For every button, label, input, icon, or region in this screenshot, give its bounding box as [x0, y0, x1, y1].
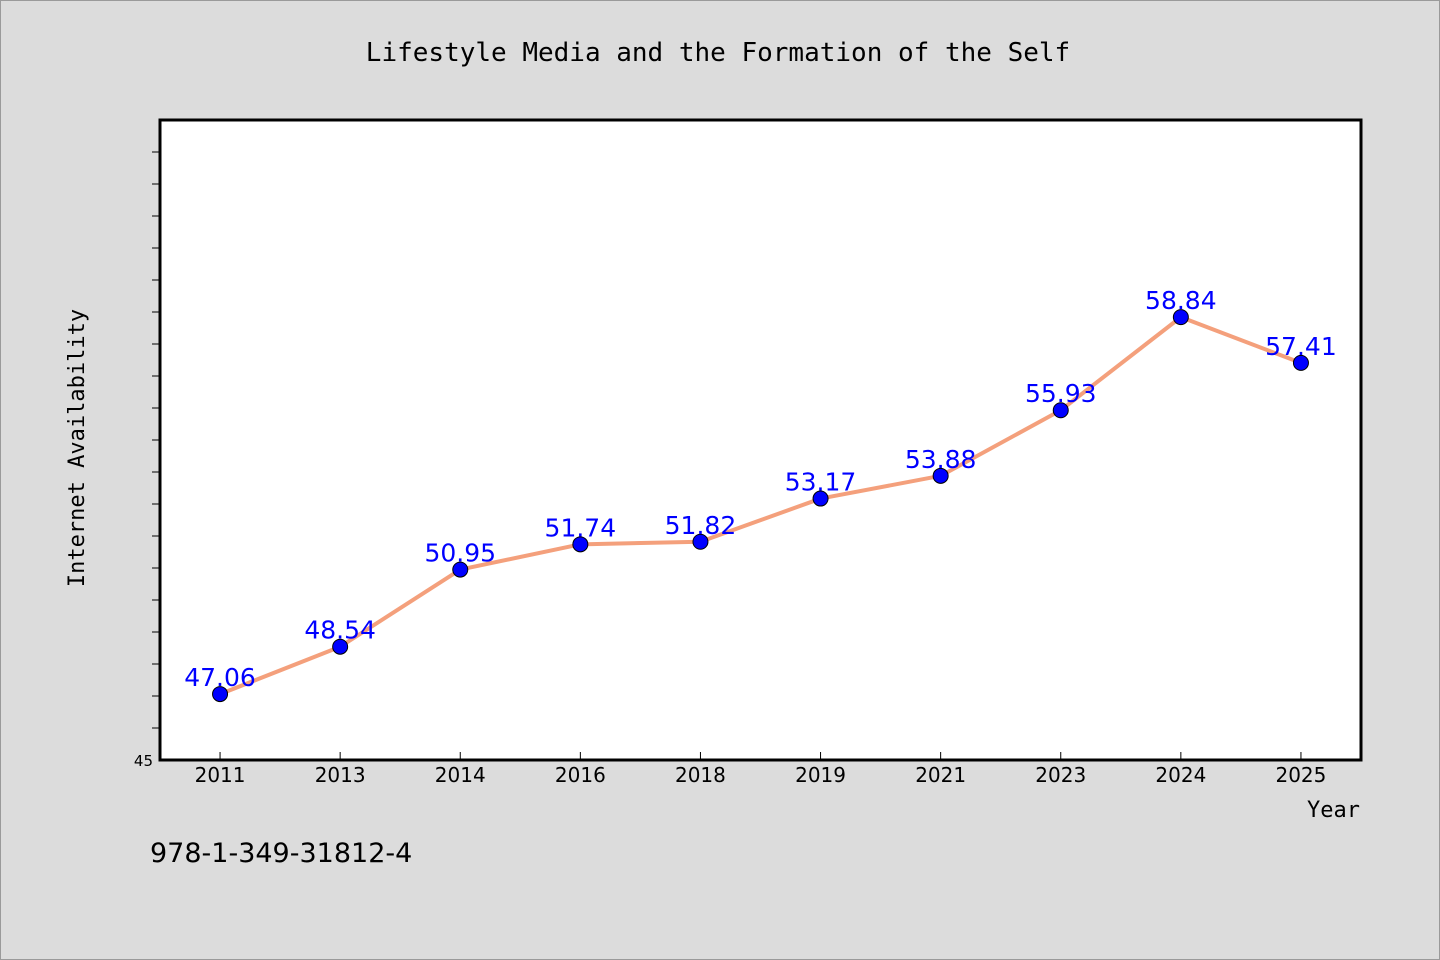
- data-label: 57.41: [1265, 332, 1337, 361]
- x-tick-label: 2023: [1035, 763, 1086, 787]
- x-axis: 2011 2013 2014 2016 2018 2019 2021 2023 2024 2025: [195, 752, 1326, 787]
- data-point: [812, 490, 829, 507]
- data-label: 53.17: [785, 468, 857, 497]
- data-point: [1292, 354, 1309, 371]
- series-line: [218, 315, 1303, 697]
- x-tick-label: 2016: [555, 763, 606, 787]
- data-point: [1052, 402, 1069, 419]
- data-label: 48.54: [304, 616, 376, 645]
- chart-title: Lifestyle Media and the Formation of the…: [366, 38, 1070, 68]
- x-tick-label: 2025: [1275, 763, 1326, 787]
- x-tick-label: 2021: [915, 763, 966, 787]
- data-label: 51.74: [545, 513, 617, 542]
- data-point: [332, 638, 349, 655]
- data-point: [572, 536, 589, 553]
- series-layer: 47.06 48.54 50.95 51.74 51.82 53.17 53.88 55.93…: [184, 286, 1337, 703]
- y-axis-ticks: [152, 151, 160, 729]
- plot-area: [158, 118, 1363, 762]
- x-tick-label: 2024: [1155, 763, 1206, 787]
- x-tick-label: 2011: [195, 763, 246, 787]
- data-label: 51.82: [665, 511, 737, 540]
- isbn-text: 978-1-349-31812-4: [150, 838, 412, 869]
- data-label: 50.95: [424, 539, 496, 568]
- data-point: [212, 686, 229, 703]
- x-axis-label: Year: [1307, 798, 1360, 823]
- data-label: 53.88: [905, 445, 977, 474]
- data-point: [692, 533, 709, 550]
- x-tick-label: 2019: [795, 763, 846, 787]
- y-axis-min-label: 45: [134, 752, 153, 770]
- data-label: 47.06: [184, 663, 256, 692]
- x-tick-label: 2013: [315, 763, 366, 787]
- x-tick-label: 2018: [675, 763, 726, 787]
- data-point: [932, 467, 949, 484]
- data-point: [1172, 309, 1189, 326]
- y-axis-label: Internet Availability: [65, 309, 90, 587]
- data-label: 55.93: [1025, 379, 1097, 408]
- x-tick-label: 2014: [435, 763, 486, 787]
- data-label: 58.84: [1145, 286, 1217, 315]
- data-point: [452, 561, 469, 578]
